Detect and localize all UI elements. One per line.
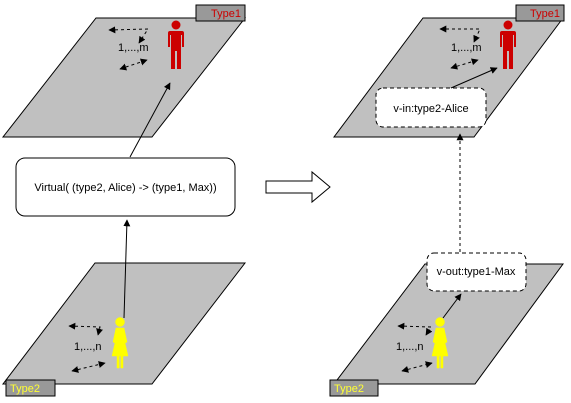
type2-tag: Type2 [5, 379, 56, 397]
virtual-edge-box: Virtual( (type2, Alice) -> (type1, Max)) [15, 157, 236, 217]
type2-tag-label: Type2 [334, 383, 364, 395]
type2-count-label: 1,...,n [74, 341, 102, 353]
type2-count-label: 1,...,n [396, 341, 424, 353]
type1-plane-shape [1, 17, 247, 138]
edge-virtual-to-max [129, 82, 171, 158]
left-top-plane: Type1 1,...,m [1, 4, 247, 138]
edge-v-in-to-max [450, 67, 498, 89]
v-out-vertex-box: v-out:type1-Max [426, 252, 527, 292]
type1-tag-label: Type1 [530, 8, 560, 20]
left-bottom-plane: Type2 1,...,n [1, 262, 247, 397]
type1-tag: Type1 [515, 4, 565, 22]
type1-relations [439, 25, 481, 70]
v-in-vertex-box: v-in:type2-Alice [375, 87, 487, 128]
type2-relations [397, 322, 433, 373]
type2-tag: Type2 [329, 379, 379, 397]
type1-tag-label: Type1 [211, 8, 241, 20]
hollow-right-arrow-icon [265, 170, 331, 204]
type2-tag-label: Type2 [10, 383, 40, 395]
v-in-vertex-label: v-in:type2-Alice [393, 103, 468, 115]
edge-alice-to-v-out [442, 293, 462, 319]
type1-tag: Type1 [195, 4, 246, 22]
virtual-edge-label: Virtual( (type2, Alice) -> (type1, Max)) [34, 182, 216, 194]
type2-relations [68, 322, 106, 373]
v-out-vertex-label: v-out:type1-Max [437, 266, 516, 278]
edge-alice-to-virtual [123, 219, 131, 319]
type1-relations [108, 26, 149, 71]
type1-count-label: 1,...,m [451, 42, 482, 54]
type1-count-label: 1,...,m [118, 42, 149, 54]
